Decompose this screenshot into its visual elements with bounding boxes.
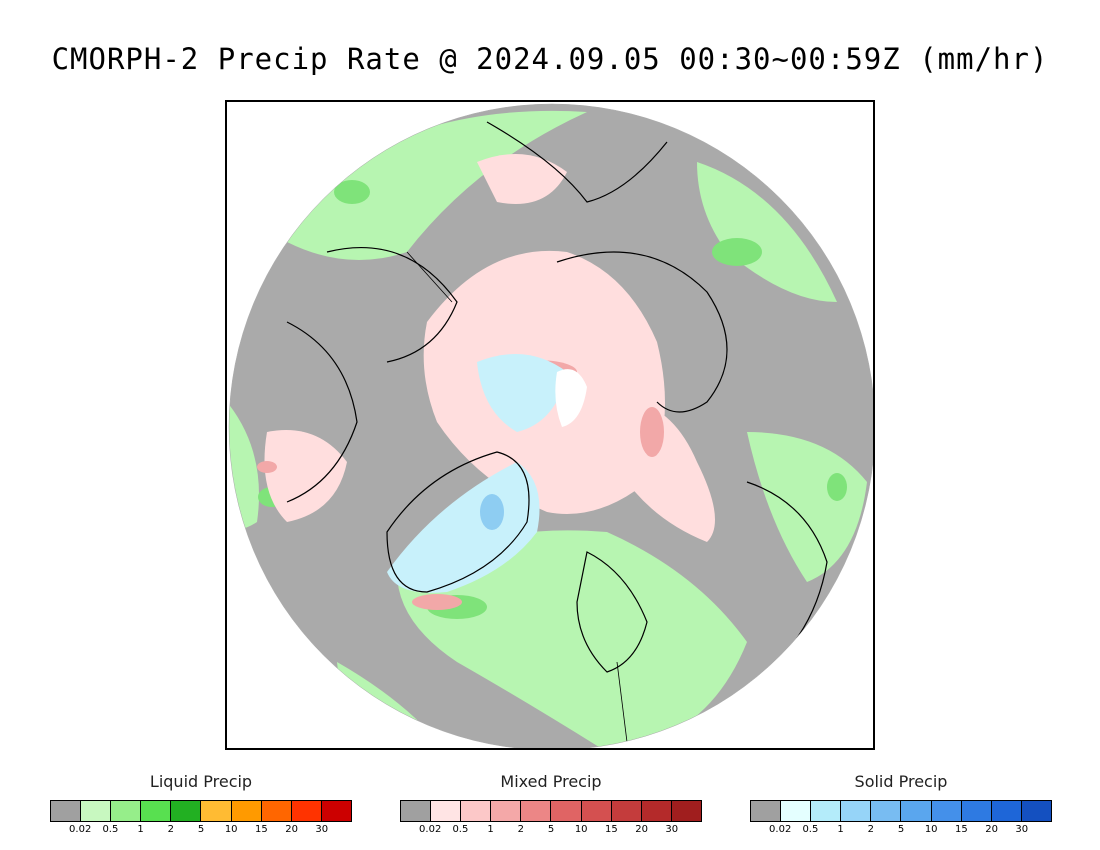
solid-precip-heavier bbox=[480, 494, 504, 530]
tick-labels: 0.02 0.5 1 2 5 10 15 20 30 bbox=[50, 824, 352, 838]
color-swatch bbox=[261, 801, 292, 821]
color-swatch bbox=[781, 801, 812, 821]
color-swatch bbox=[611, 801, 642, 821]
tick-label: 30 bbox=[1015, 824, 1029, 835]
tick-label: 0.02 bbox=[419, 824, 442, 835]
color-scale bbox=[50, 800, 352, 822]
tick-label: 2 bbox=[517, 824, 524, 835]
solid-precip-none-zone bbox=[555, 369, 587, 427]
tick-label: 15 bbox=[255, 824, 268, 835]
color-swatch bbox=[751, 801, 782, 821]
tick-label: 30 bbox=[665, 824, 679, 835]
tick-label: 10 bbox=[224, 824, 238, 835]
color-swatch bbox=[51, 801, 82, 821]
tick-label: 1 bbox=[837, 824, 844, 835]
legend-solid: Solid Precip 0.02 0.5 1 2 5 10 15 20 30 bbox=[750, 772, 1052, 838]
map-title: CMORPH-2 Precip Rate @ 2024.09.05 00:30~… bbox=[51, 42, 1049, 76]
tick-label: 20 bbox=[985, 824, 998, 835]
color-swatch bbox=[321, 801, 351, 821]
legend-liquid: Liquid Precip 0.02 0.5 1 2 5 10 15 20 30 bbox=[50, 772, 352, 838]
color-scale bbox=[400, 800, 702, 822]
color-swatch bbox=[291, 801, 322, 821]
tick-label: 0.02 bbox=[769, 824, 792, 835]
tick-label: 2 bbox=[167, 824, 174, 835]
legend-title: Mixed Precip bbox=[500, 772, 602, 791]
tick-label: 10 bbox=[574, 824, 588, 835]
tick-label: 0.5 bbox=[102, 824, 119, 835]
map-disk-edge bbox=[228, 103, 873, 748]
color-swatch bbox=[811, 801, 842, 821]
tick-label: 15 bbox=[605, 824, 618, 835]
solid-precip-areas bbox=[387, 354, 567, 593]
color-swatch bbox=[581, 801, 612, 821]
color-swatch bbox=[841, 801, 872, 821]
tick-label: 1 bbox=[137, 824, 144, 835]
tick-label: 15 bbox=[955, 824, 968, 835]
polar-map-svg bbox=[228, 103, 873, 748]
tick-label: 0.02 bbox=[69, 824, 92, 835]
color-swatch bbox=[201, 801, 232, 821]
color-swatch bbox=[171, 801, 202, 821]
tick-labels: 0.02 0.5 1 2 5 10 15 20 30 bbox=[400, 824, 702, 838]
color-swatch bbox=[931, 801, 962, 821]
legend-mixed: Mixed Precip 0.02 0.5 1 2 5 10 15 20 30 bbox=[400, 772, 702, 838]
color-swatch bbox=[141, 801, 172, 821]
color-swatch bbox=[641, 801, 672, 821]
tick-label: 2 bbox=[867, 824, 874, 835]
color-swatch bbox=[901, 801, 932, 821]
legend-title: Solid Precip bbox=[854, 772, 948, 791]
legend-title: Liquid Precip bbox=[149, 772, 253, 791]
color-swatch bbox=[671, 801, 701, 821]
coastlines bbox=[286, 121, 828, 673]
color-swatch bbox=[521, 801, 552, 821]
color-swatch bbox=[431, 801, 462, 821]
borders bbox=[406, 251, 628, 743]
color-swatch bbox=[1021, 801, 1051, 821]
color-swatch bbox=[81, 801, 112, 821]
tick-label: 20 bbox=[285, 824, 298, 835]
color-swatch bbox=[111, 801, 142, 821]
tick-label: 10 bbox=[924, 824, 938, 835]
color-scale bbox=[750, 800, 1052, 822]
tick-labels: 0.02 0.5 1 2 5 10 15 20 30 bbox=[750, 824, 1052, 838]
color-swatch bbox=[231, 801, 262, 821]
tick-label: 20 bbox=[635, 824, 648, 835]
color-swatch bbox=[461, 801, 492, 821]
color-swatch bbox=[401, 801, 432, 821]
tick-label: 0.5 bbox=[452, 824, 469, 835]
precip-map bbox=[225, 100, 875, 750]
tick-label: 0.5 bbox=[802, 824, 819, 835]
color-swatch bbox=[961, 801, 992, 821]
tick-label: 1 bbox=[487, 824, 494, 835]
tick-label: 5 bbox=[197, 824, 205, 835]
color-swatch bbox=[491, 801, 522, 821]
color-swatch bbox=[991, 801, 1022, 821]
color-swatch bbox=[871, 801, 902, 821]
tick-label: 5 bbox=[897, 824, 905, 835]
tick-label: 30 bbox=[315, 824, 329, 835]
tick-label: 5 bbox=[547, 824, 555, 835]
color-swatch bbox=[551, 801, 582, 821]
